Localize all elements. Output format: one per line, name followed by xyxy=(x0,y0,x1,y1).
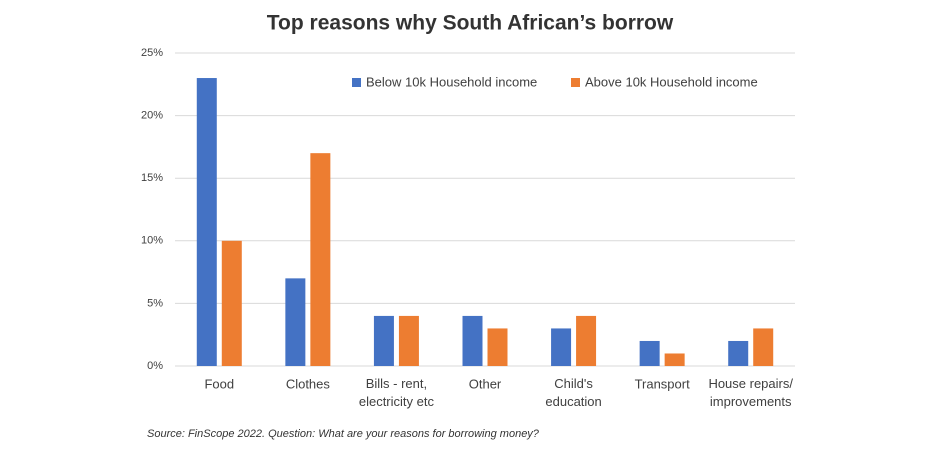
legend-swatch xyxy=(352,78,361,87)
bar xyxy=(373,315,394,366)
chart-title: Top reasons why South African’s borrow xyxy=(267,12,674,35)
x-tick-label: Transport xyxy=(635,376,691,391)
bar xyxy=(551,328,572,366)
x-tick-label: Food xyxy=(204,376,234,391)
bar xyxy=(576,315,597,366)
y-tick-label: 20% xyxy=(141,110,163,122)
x-tick-label: Child's education xyxy=(545,376,601,409)
y-tick-label: 5% xyxy=(147,297,163,309)
bar xyxy=(196,78,217,366)
x-tick-label: Other xyxy=(469,376,502,391)
legend-swatch xyxy=(571,78,580,87)
source-note: Source: FinScope 2022. Question: What ar… xyxy=(147,428,540,440)
bar xyxy=(664,353,685,366)
bar xyxy=(487,328,508,366)
x-tick-label: House repairs/improvements xyxy=(708,376,793,409)
legend-label: Below 10k Household income xyxy=(366,74,537,89)
y-tick-label: 0% xyxy=(147,360,163,372)
x-tick-label: Clothes xyxy=(286,376,331,391)
legend-label: Above 10k Household income xyxy=(585,74,758,89)
bar xyxy=(753,328,774,366)
bar xyxy=(221,240,242,366)
x-tick-label: Bills - rent, electricity etc xyxy=(359,376,435,409)
bar xyxy=(398,315,419,366)
bar xyxy=(728,340,749,366)
bar xyxy=(310,153,331,366)
y-tick-label: 15% xyxy=(141,172,163,184)
bar xyxy=(285,278,306,366)
y-tick-label: 10% xyxy=(141,235,163,247)
bar xyxy=(639,340,660,366)
bar xyxy=(462,315,483,366)
y-tick-label: 25% xyxy=(141,47,163,59)
